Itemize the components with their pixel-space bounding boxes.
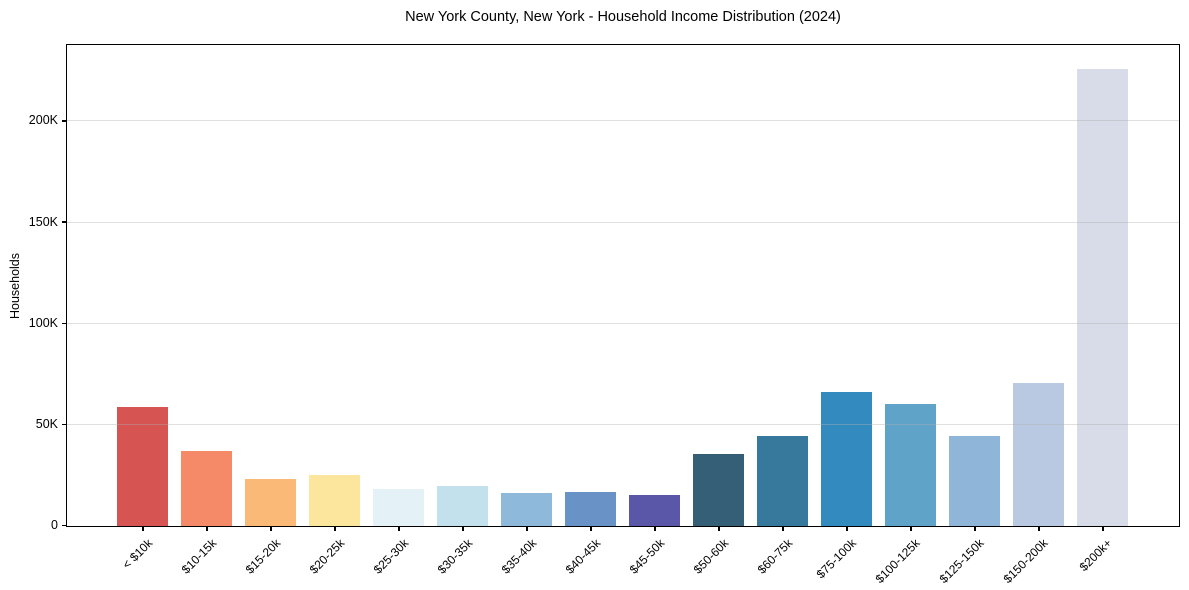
gridline (67, 221, 1179, 223)
x-tick-label: $30-35k (434, 536, 475, 577)
bar-$40-45k (565, 492, 616, 526)
x-tick-mark (334, 527, 336, 531)
gridline (67, 423, 1179, 425)
x-tick-mark (718, 527, 720, 531)
x-tick-mark (526, 527, 528, 531)
x-tick-label: $25-30k (370, 536, 411, 577)
x-tick-mark (654, 527, 656, 531)
gridline (67, 322, 1179, 324)
x-tick-label: $125-150k (936, 536, 987, 587)
gridline (67, 120, 1179, 122)
y-tick-mark (62, 322, 66, 324)
bar-$150-200k (1013, 382, 1064, 526)
bar-< $10k (117, 407, 168, 526)
y-tick-mark (62, 120, 66, 122)
y-tick-label: 0 (51, 518, 58, 532)
bar-$50-60k (693, 454, 744, 526)
y-tick-mark (62, 524, 66, 527)
bar-$10-15k (181, 451, 232, 526)
y-tick-label: 200K (28, 113, 58, 128)
bar-$60-75k (757, 435, 808, 526)
bar-$125-150k (949, 436, 1000, 526)
y-tick-mark (62, 423, 66, 425)
x-tick-mark (398, 527, 400, 531)
x-tick-label: $75-100k (813, 536, 859, 582)
y-tick-mark (62, 221, 66, 223)
x-tick-label: < $10k (119, 536, 155, 572)
bar-$35-40k (501, 493, 552, 526)
plot-area (66, 44, 1180, 527)
x-tick-mark (910, 527, 912, 531)
y-tick-label: 150K (28, 214, 58, 229)
x-tick-label: $50-60k (690, 536, 731, 577)
bar-$100-125k (885, 404, 936, 526)
y-axis-label: Households (8, 252, 22, 320)
bar-$200k+ (1077, 68, 1128, 526)
bar-$75-100k (821, 392, 872, 526)
y-tick-label: 100K (28, 315, 58, 330)
bar-$25-30k (373, 489, 424, 526)
x-tick-label: $60-75k (754, 536, 795, 577)
x-tick-label: $200k+ (1076, 536, 1115, 574)
x-tick-mark (270, 527, 272, 531)
x-tick-mark (462, 527, 464, 531)
x-tick-mark (142, 527, 144, 531)
x-tick-label: $45-50k (626, 536, 667, 577)
x-tick-mark (590, 527, 592, 531)
x-tick-mark (1102, 527, 1104, 531)
x-tick-label: $100-125k (872, 536, 923, 587)
x-tick-label: $150-200k (1000, 536, 1051, 587)
x-tick-label: $35-40k (498, 536, 539, 577)
y-tick-label: 50K (35, 416, 58, 431)
x-tick-mark (206, 527, 208, 531)
x-tick-mark (846, 527, 848, 531)
bar-$30-35k (437, 486, 488, 526)
x-tick-mark (1038, 527, 1040, 531)
x-tick-label: $15-20k (242, 536, 283, 577)
bar-$15-20k (245, 478, 296, 526)
x-tick-mark (782, 527, 784, 531)
bar-$20-25k (309, 475, 360, 526)
x-tick-label: $10-15k (178, 536, 219, 577)
x-tick-mark (974, 527, 976, 531)
chart-title: New York County, New York - Household In… (405, 9, 841, 25)
x-tick-label: $20-25k (306, 536, 347, 577)
bar-$45-50k (629, 495, 680, 526)
x-tick-label: $40-45k (562, 536, 603, 577)
